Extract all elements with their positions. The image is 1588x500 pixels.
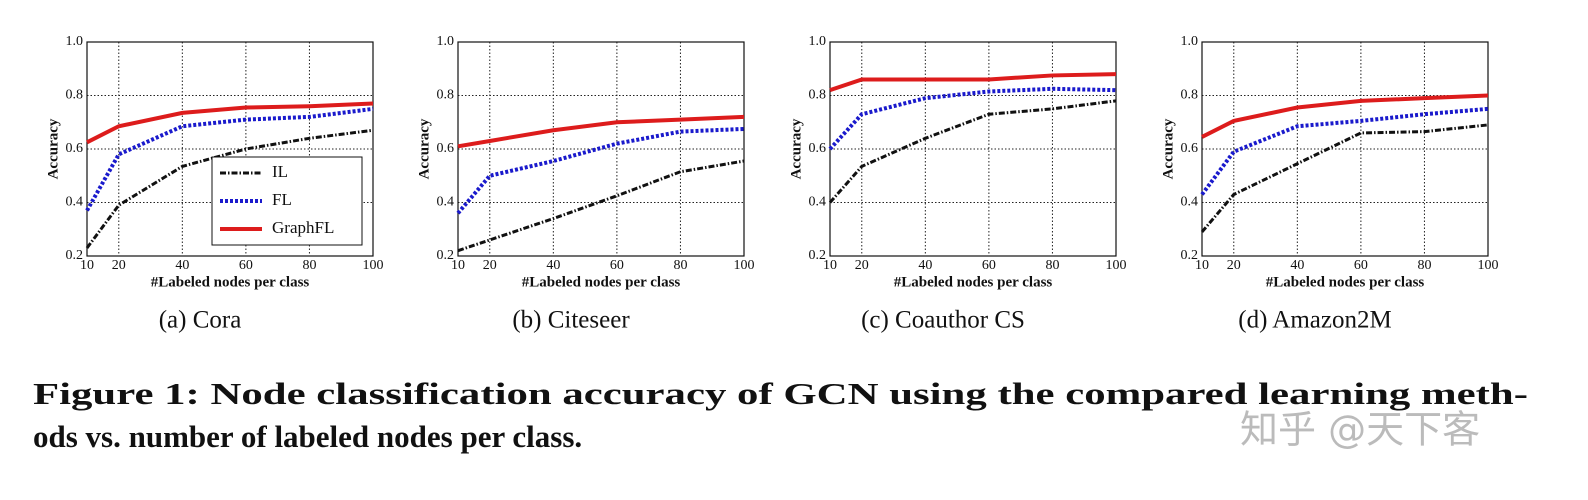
- y-axis-label: Accuracy: [788, 118, 804, 179]
- x-axis-label: #Labeled nodes per class: [1266, 274, 1425, 290]
- x-tick-label: 80: [302, 258, 316, 273]
- y-axis-label: Accuracy: [1160, 118, 1176, 179]
- series-line: [85, 128, 374, 249]
- plot-frame: [86, 41, 374, 257]
- x-tick-label: 10: [1195, 258, 1209, 273]
- legend-label: FL: [272, 190, 292, 209]
- series-line: [85, 106, 374, 212]
- subfigure-caption: (a) Cora: [159, 307, 242, 334]
- legend-label: IL: [272, 162, 288, 181]
- figure-caption: Figure 1: Node classification accuracy o…: [33, 376, 1528, 411]
- series-line: [1201, 93, 1489, 139]
- legend-label: GraphFL: [272, 218, 334, 237]
- y-tick-label: 0.6: [437, 141, 455, 156]
- series-line: [457, 159, 745, 253]
- x-tick-label: 20: [483, 258, 497, 273]
- x-tick-label: 20: [112, 258, 126, 273]
- series-line: [456, 126, 745, 215]
- y-tick-label: 0.8: [66, 88, 84, 103]
- y-tick-label: 0.2: [809, 248, 827, 263]
- series-line: [828, 99, 1117, 204]
- x-tick-label: 100: [1478, 258, 1499, 273]
- x-tick-label: 100: [363, 258, 384, 273]
- y-tick-label: 0.8: [1181, 88, 1199, 103]
- x-tick-label: 80: [673, 258, 687, 273]
- x-tick-label: 100: [734, 258, 755, 273]
- x-axis-label: #Labeled nodes per class: [894, 274, 1053, 290]
- y-tick-label: 0.4: [437, 195, 455, 210]
- series-line: [829, 72, 1117, 93]
- x-tick-label: 80: [1045, 258, 1059, 273]
- y-tick-label: 0.2: [1181, 248, 1199, 263]
- y-tick-label: 0.6: [1181, 141, 1199, 156]
- x-tick-label: 60: [239, 258, 253, 273]
- x-tick-label: 60: [1354, 258, 1368, 273]
- watermark: 知乎 @天下客: [1240, 408, 1480, 452]
- y-tick-label: 0.2: [437, 248, 455, 263]
- x-tick-label: 60: [610, 258, 624, 273]
- x-tick-label: 10: [80, 258, 94, 273]
- series-line: [1200, 123, 1489, 233]
- subfigure-caption: (b) Citeseer: [512, 307, 630, 334]
- y-tick-label: 0.6: [66, 141, 84, 156]
- x-tick-label: 20: [1227, 258, 1241, 273]
- y-tick-label: 0.4: [1181, 195, 1199, 210]
- x-tick-label: 40: [1290, 258, 1304, 273]
- x-tick-label: 40: [175, 258, 189, 273]
- y-axis-label: Accuracy: [45, 118, 61, 179]
- y-tick-label: 0.4: [809, 195, 827, 210]
- y-tick-label: 0.4: [66, 195, 84, 210]
- y-tick-label: 0.6: [809, 141, 827, 156]
- y-tick-label: 1.0: [437, 34, 455, 49]
- y-axis-label: Accuracy: [416, 118, 432, 179]
- x-tick-label: 100: [1106, 258, 1127, 273]
- series-line: [1200, 106, 1489, 196]
- subfigure-caption: (c) Coauthor CS: [861, 307, 1025, 334]
- x-tick-label: 80: [1417, 258, 1431, 273]
- y-tick-label: 0.2: [66, 248, 84, 263]
- y-tick-label: 0.8: [437, 88, 455, 103]
- x-tick-label: 20: [855, 258, 869, 273]
- series-line: [828, 86, 1117, 151]
- subfigure-caption: (d) Amazon2M: [1238, 307, 1391, 334]
- x-tick-label: 10: [823, 258, 837, 273]
- plot-frame: [457, 41, 745, 257]
- plot-frame: [1201, 41, 1489, 257]
- x-tick-label: 40: [546, 258, 560, 273]
- x-tick-label: 60: [982, 258, 996, 273]
- x-tick-label: 40: [918, 258, 932, 273]
- y-tick-label: 1.0: [66, 34, 84, 49]
- x-axis-label: #Labeled nodes per class: [522, 274, 681, 290]
- x-tick-label: 10: [451, 258, 465, 273]
- y-tick-label: 0.8: [809, 88, 827, 103]
- y-tick-label: 1.0: [1181, 34, 1199, 49]
- figure-caption: ods vs. number of labeled nodes per clas…: [33, 419, 582, 454]
- series-line: [457, 114, 745, 149]
- y-tick-label: 1.0: [809, 34, 827, 49]
- series-line: [86, 101, 374, 145]
- x-axis-label: #Labeled nodes per class: [151, 274, 310, 290]
